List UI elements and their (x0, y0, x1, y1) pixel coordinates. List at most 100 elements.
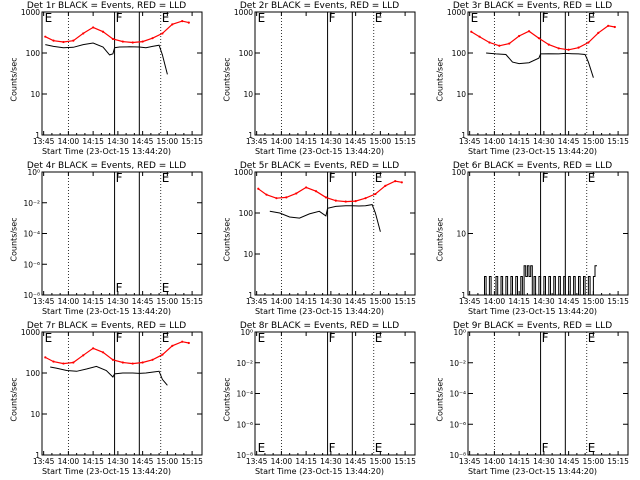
x-tick-label: 13:45 (459, 297, 481, 306)
lld-point (394, 179, 397, 183)
y-tick-label: 100 (239, 209, 254, 218)
detector-panel: 13:45 14:00 14:15 14:30 14:45 15:00 15:15 1 10 10… (0, 0, 213, 160)
plot-svg: 13:45 14:00 14:15 14:30 14:45 15:00 15:15 10⁻⁸ 1… (236, 328, 416, 466)
x-tick-label: 14:30 (320, 297, 342, 306)
y-tick-label: 10⁻² (236, 359, 253, 368)
axes-frame (41, 11, 203, 136)
y-axis-label: Counts/sec (435, 57, 445, 102)
event-marker-f: F (116, 11, 123, 25)
x-axis-label: Start Time (23-Oct-15 13:44:20) (41, 307, 172, 316)
y-tick-label: 10 (30, 410, 40, 419)
lld-point (62, 362, 65, 365)
y-tick-label: 100 (452, 168, 467, 177)
detector-panel: 13:45 14:00 14:15 14:30 14:45 15:00 15:15 1 10 10… (0, 320, 213, 480)
x-axis-label: Start Time (23-Oct-15 13:44:20) (254, 147, 385, 156)
detector-panel: 13:45 14:00 14:15 14:30 14:45 15:00 15:15 10⁻⁸ 1… (0, 160, 213, 320)
y-tick-label: 10 (456, 90, 466, 99)
y-tick-label: 1 (461, 291, 466, 300)
x-tick-label: 15:15 (394, 457, 416, 466)
x-tick-label: 14:15 (82, 297, 104, 306)
event-marker-bottom-f: F (542, 441, 549, 455)
lld-point (44, 356, 47, 359)
event-marker-bottom-e: E (258, 441, 266, 455)
lld-point (92, 26, 95, 29)
event-marker-f: F (116, 331, 123, 345)
x-tick-label: 14:15 (508, 137, 530, 146)
y-axis-label: Counts/sec (9, 217, 19, 262)
lld-point (557, 47, 560, 50)
y-tick-label: 10⁻² (23, 199, 40, 208)
event-marker-e: E (588, 11, 596, 25)
y-tick-label: 1000 (234, 8, 253, 17)
x-tick-label: 13:45 (459, 137, 481, 146)
y-tick-label: 10⁰ (240, 328, 253, 337)
x-tick-label: 14:15 (295, 297, 317, 306)
panel-title: Det 4r BLACK = Events, RED = LLD (26, 161, 187, 171)
x-tick-label: 15:00 (583, 297, 605, 306)
x-tick-label: 15:15 (181, 137, 203, 146)
event-marker-bottom-f: F (329, 441, 336, 455)
lld-point (498, 44, 501, 47)
x-tick-label: 14:15 (508, 297, 530, 306)
y-tick-label: 100 (239, 49, 254, 58)
lld-point (537, 37, 541, 40)
event-marker-e: E (162, 171, 170, 185)
x-tick-label: 14:00 (484, 297, 506, 306)
y-axis-label: Counts/sec (222, 377, 232, 422)
x-axis-label: Start Time (23-Oct-15 13:44:20) (254, 307, 385, 316)
y-tick-label: 1 (248, 291, 253, 300)
x-tick-label: 13:45 (33, 297, 55, 306)
event-marker-f: F (329, 331, 336, 345)
panel-title: Det 2r BLACK = Events, RED = LLD (239, 1, 400, 11)
x-tick-label: 14:30 (107, 297, 129, 306)
lld-point (72, 39, 75, 42)
lld-point (82, 354, 85, 357)
y-axis-label: Counts/sec (435, 217, 445, 262)
x-tick-label: 14:15 (82, 457, 104, 466)
y-tick-label: 10 (243, 250, 253, 259)
x-axis-label: Start Time (23-Oct-15 13:44:20) (41, 467, 172, 476)
lld-point (587, 41, 590, 44)
y-tick-label: 100 (26, 369, 41, 378)
x-tick-label: 14:45 (345, 297, 367, 306)
lld-point (82, 32, 85, 35)
y-tick-label: 10⁻⁶ (449, 420, 466, 429)
event-marker-e: E (375, 171, 383, 185)
y-tick-label: 100 (26, 49, 41, 58)
x-tick-label: 15:00 (157, 297, 179, 306)
lld-point (597, 31, 600, 34)
event-marker-f: F (329, 171, 336, 185)
y-tick-label: 10⁻² (449, 359, 466, 368)
y-tick-label: 10⁻⁶ (236, 420, 253, 429)
lld-point (508, 42, 511, 45)
events-series-line (482, 265, 597, 296)
events-series-line (486, 52, 594, 78)
y-axis-label: Counts/sec (435, 377, 445, 422)
lld-point (265, 193, 268, 196)
lld-point (181, 340, 184, 343)
lld-point (295, 192, 298, 195)
axes-frame (467, 11, 629, 136)
y-tick-label: 1000 (21, 328, 40, 337)
x-tick-label: 14:30 (533, 137, 555, 146)
event-marker-e: E (45, 11, 53, 25)
lld-point (62, 40, 65, 44)
x-tick-label: 13:45 (246, 137, 268, 146)
event-marker-e: E (258, 331, 266, 345)
y-tick-label: 10⁻⁴ (23, 230, 40, 239)
y-tick-label: 10⁻⁸ (449, 451, 466, 460)
plot-svg: 13:45 14:00 14:15 14:30 14:45 15:00 15:15 1 10 10… (234, 168, 416, 306)
event-marker-e: E (45, 331, 53, 345)
event-marker-e: E (162, 11, 170, 25)
plot-svg: 13:45 14:00 14:15 14:30 14:45 15:00 15:15 1 10 10… (447, 8, 629, 146)
axes-frame (254, 11, 416, 136)
y-tick-label: 10 (243, 90, 253, 99)
detector-panel: 13:45 14:00 14:15 14:30 14:45 15:00 15:15 1 10 10… (213, 160, 426, 320)
lld-series-line (45, 341, 189, 365)
x-tick-label: 15:00 (370, 137, 392, 146)
x-tick-label: 15:15 (607, 457, 629, 466)
axes-frame (41, 331, 203, 456)
y-tick-label: 10⁰ (453, 328, 466, 337)
x-tick-label: 14:15 (508, 457, 530, 466)
